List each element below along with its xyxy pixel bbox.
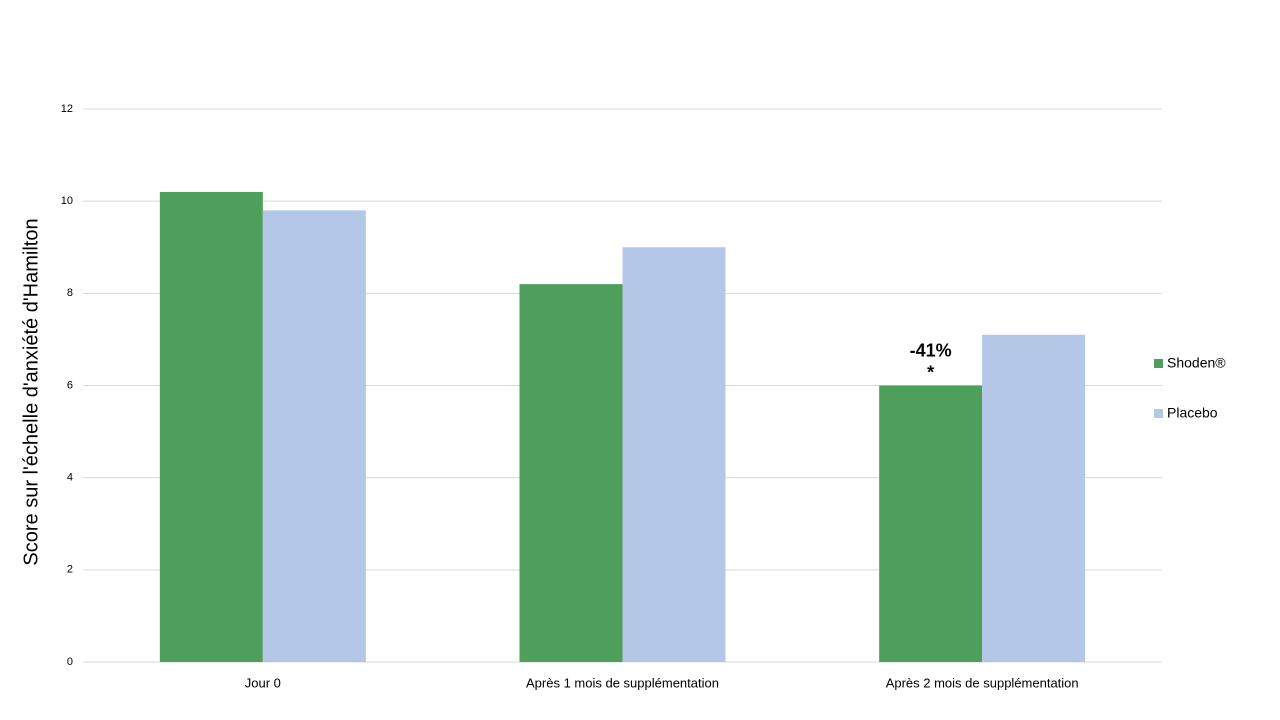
y-tick-label: 2 xyxy=(67,564,73,576)
y-tick-label: 4 xyxy=(67,472,73,484)
y-tick-label: 12 xyxy=(61,103,73,115)
y-tick-label: 8 xyxy=(67,287,73,299)
y-axis-label: Score sur l'échelle d'anxiété d'Hamilton xyxy=(20,218,42,565)
annotation: * xyxy=(927,362,934,382)
bar xyxy=(982,334,1086,662)
x-tick-label: Après 1 mois de supplémentation xyxy=(526,675,719,690)
legend-swatch xyxy=(1154,359,1163,368)
y-tick-label: 10 xyxy=(61,195,73,207)
y-tick-label: 6 xyxy=(67,379,73,391)
bar xyxy=(519,284,623,662)
bar xyxy=(262,210,366,662)
legend-swatch xyxy=(1154,409,1163,418)
bar xyxy=(622,247,726,662)
bar xyxy=(879,385,983,662)
x-tick-label: Jour 0 xyxy=(245,675,281,690)
legend-label: Placebo xyxy=(1167,405,1218,421)
legend-label: Shoden® xyxy=(1167,355,1226,371)
bar xyxy=(159,191,263,662)
y-tick-label: 0 xyxy=(67,656,73,668)
annotation: -41% xyxy=(910,340,952,360)
x-tick-label: Après 2 mois de supplémentation xyxy=(886,675,1079,690)
